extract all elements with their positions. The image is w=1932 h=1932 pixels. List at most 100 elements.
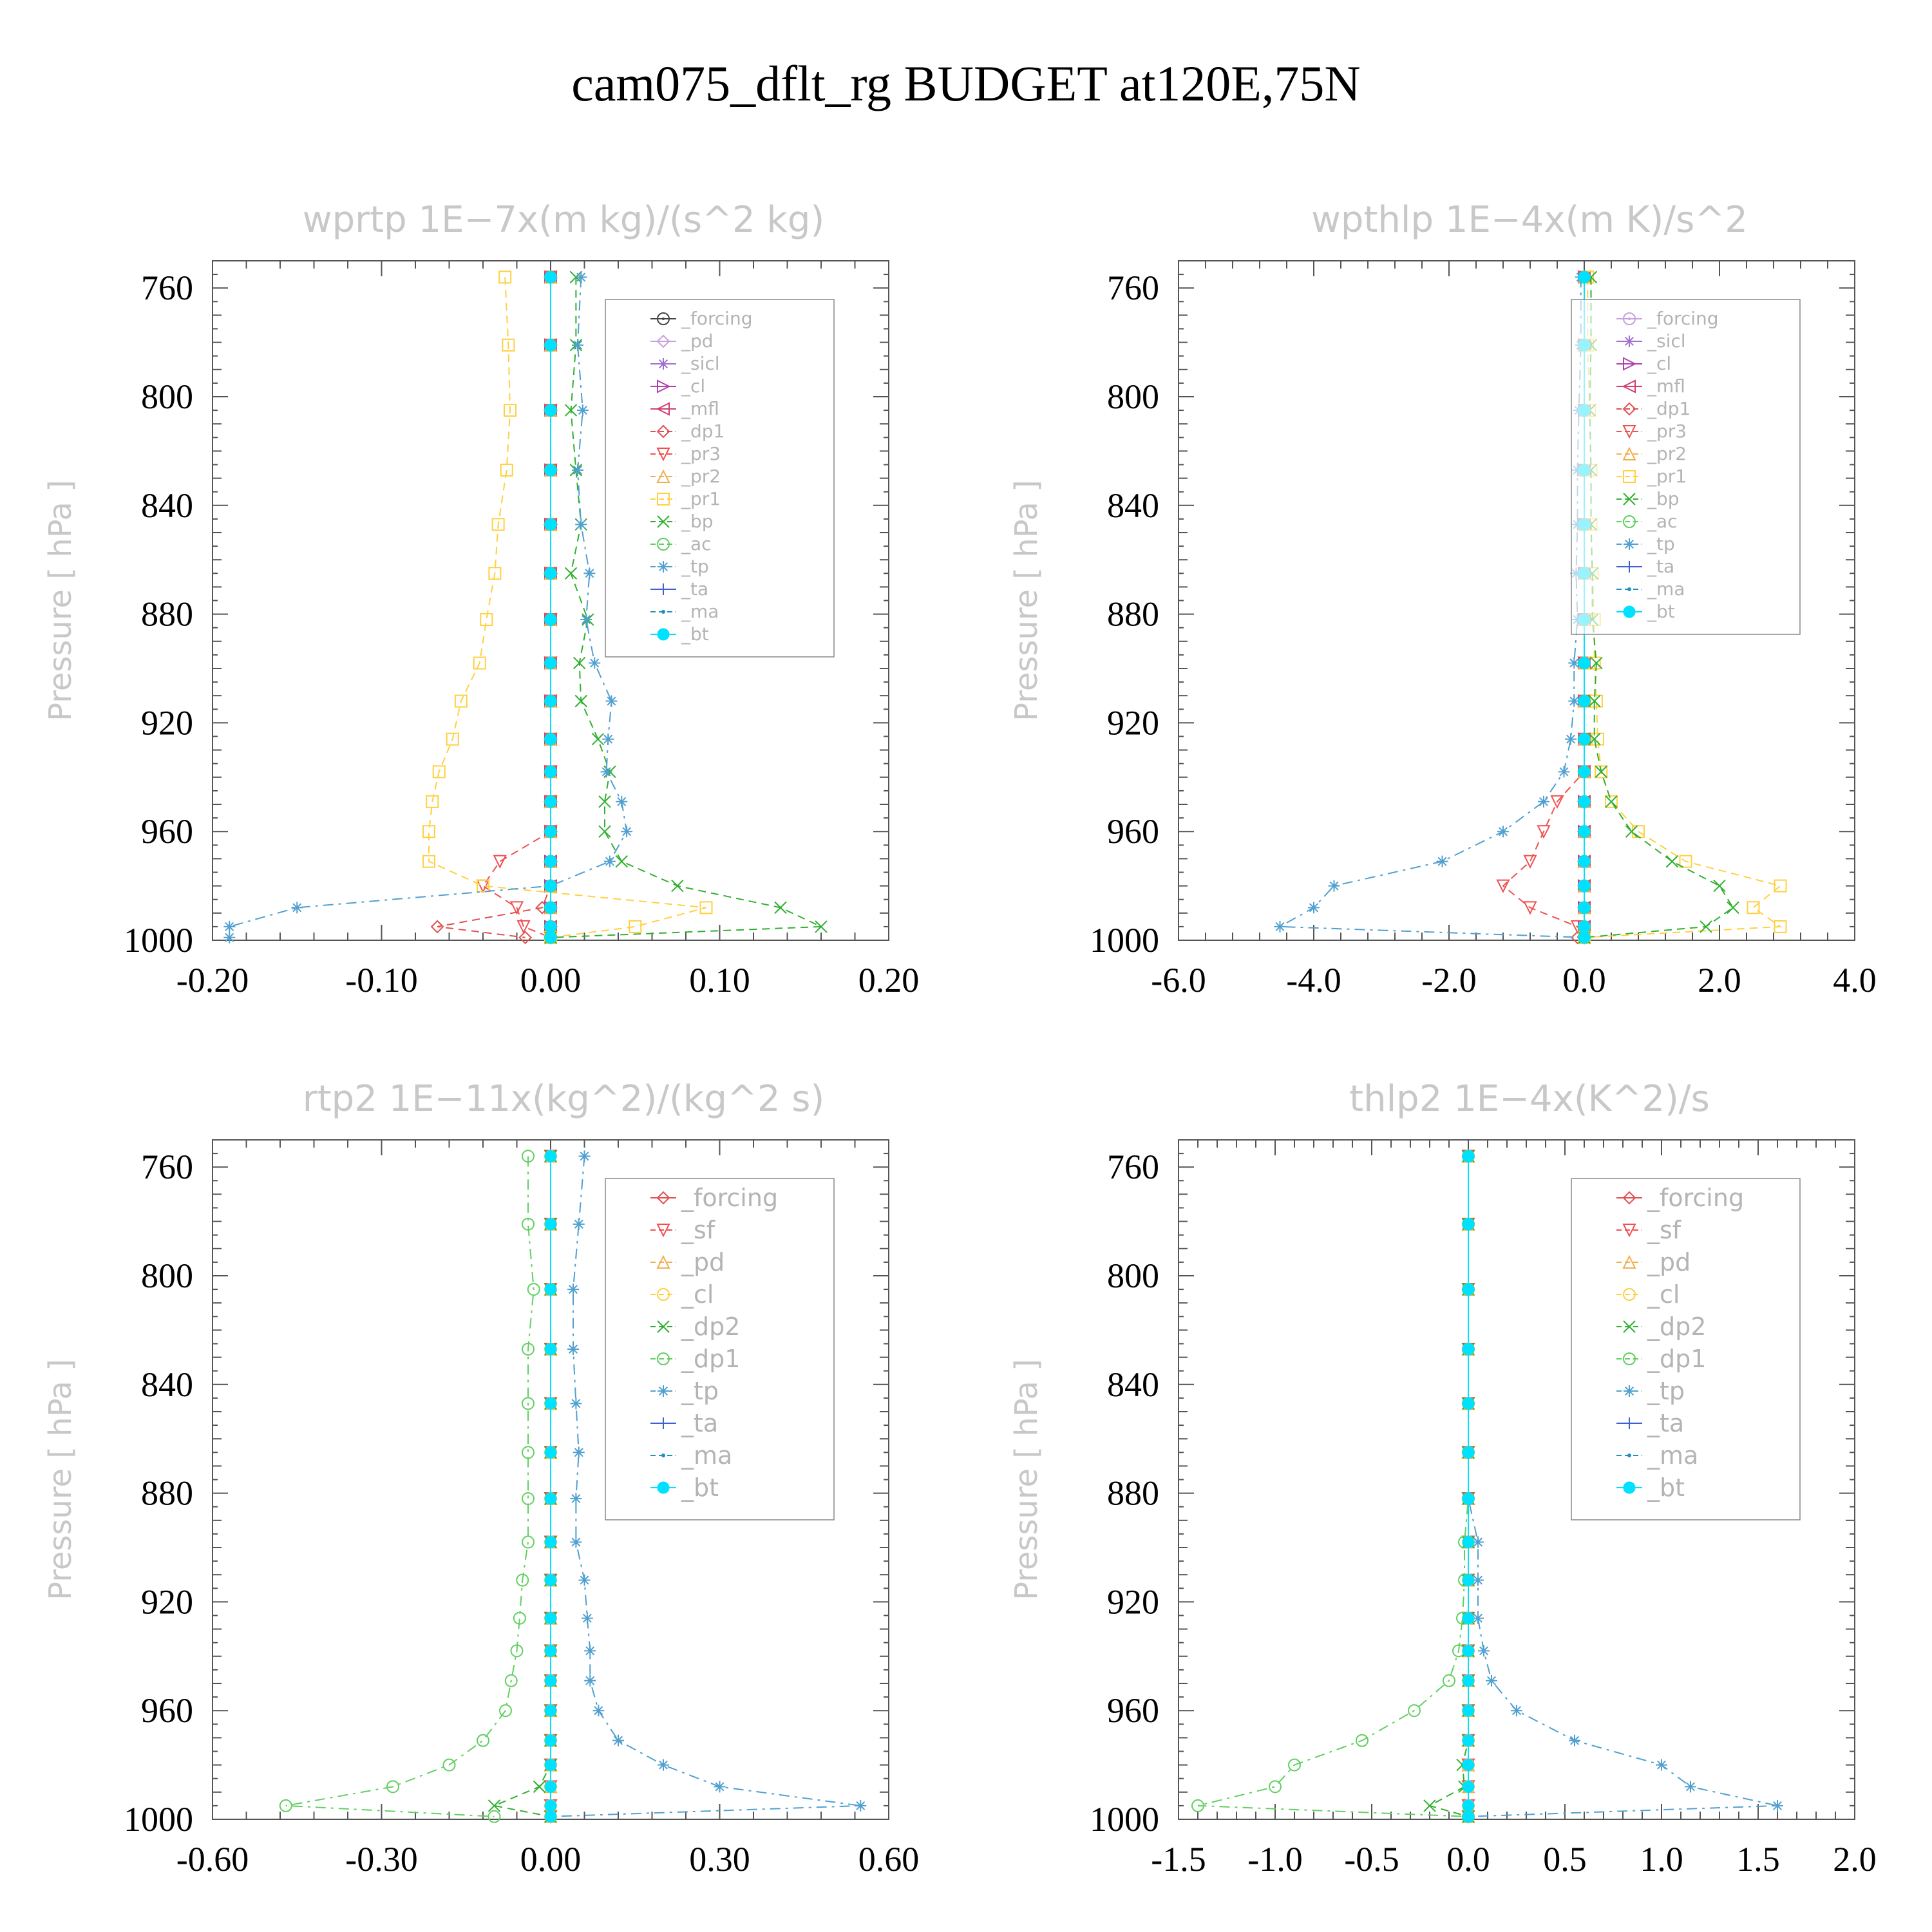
- legend-marker: [656, 1255, 670, 1269]
- data-point: [603, 855, 616, 867]
- legend-marker: [657, 538, 670, 551]
- y-tick-label: 960: [141, 812, 193, 851]
- data-point: [1578, 795, 1591, 808]
- legend-marker: [1623, 1288, 1636, 1301]
- y-tick-label: 840: [1107, 1365, 1159, 1404]
- data-point: [1632, 825, 1645, 838]
- data-point: [570, 1493, 582, 1505]
- legend-marker: [661, 1454, 665, 1457]
- legend-marker: [1623, 312, 1636, 325]
- data-point: [1423, 1799, 1436, 1812]
- y-tick-label: 960: [1107, 1691, 1159, 1730]
- x-tick-label: 0.60: [858, 1840, 920, 1879]
- data-point: [570, 1397, 582, 1410]
- data-point: [589, 657, 601, 669]
- data-point: [544, 339, 557, 352]
- data-point: [1436, 855, 1448, 867]
- data-point: [1578, 695, 1591, 708]
- legend-entry: _pr3: [681, 443, 721, 464]
- series-line: [492, 1156, 551, 1817]
- legend-entry: _forcing: [681, 1184, 778, 1212]
- legend-marker: [1622, 446, 1636, 460]
- panel-wpthlp: wpthlp 1E−4x(m K)/s^2 Pressure [ hPa ] 760…: [1009, 199, 1877, 999]
- legend-entry: _dp1: [681, 1345, 740, 1373]
- data-point: [1727, 901, 1739, 914]
- data-point: [516, 920, 531, 934]
- data-point: [498, 270, 512, 284]
- data-point: [602, 733, 614, 745]
- data-point: [578, 1150, 591, 1162]
- data-point: [605, 695, 618, 707]
- legend-entry: _bt: [1647, 1473, 1685, 1502]
- legend-marker: [1622, 402, 1636, 416]
- y-tick-label: 800: [1107, 377, 1159, 416]
- legend-marker: [1623, 1481, 1636, 1494]
- data-point: [544, 1218, 557, 1231]
- panel-title: rtp2 1E−11x(kg^2)/(kg^2 s): [303, 1078, 825, 1120]
- data-point: [1578, 931, 1591, 944]
- data-point: [612, 1734, 624, 1747]
- legend-marker: [1622, 379, 1636, 393]
- series-line: [428, 277, 706, 938]
- data-point: [544, 920, 557, 933]
- legend-marker: [1624, 561, 1635, 573]
- data-point: [1274, 920, 1286, 933]
- series-line: [550, 1156, 861, 1817]
- x-tick-label: -2.0: [1421, 961, 1476, 999]
- data-point: [544, 795, 557, 808]
- legend-entry: _pr2: [1647, 443, 1687, 464]
- series-line: [482, 277, 551, 938]
- data-point: [714, 1781, 726, 1793]
- legend-marker: [656, 1224, 670, 1238]
- data-point: [544, 1759, 557, 1772]
- data-point: [1605, 795, 1618, 808]
- y-tick-label: 760: [1107, 1148, 1159, 1186]
- legend-marker: [657, 493, 670, 506]
- data-point: [291, 902, 303, 914]
- data-point: [1462, 1799, 1475, 1812]
- legend-marker: [657, 312, 670, 325]
- y-tick-label: 1000: [1090, 921, 1159, 960]
- legend-marker: [658, 1417, 669, 1429]
- data-point: [491, 518, 505, 531]
- legend-marker: [656, 402, 670, 416]
- y-tick-label: 1000: [1090, 1800, 1159, 1839]
- data-point: [544, 464, 557, 477]
- legend-entry: _cl: [1647, 353, 1671, 374]
- data-point: [446, 732, 459, 746]
- data-point: [1269, 1780, 1282, 1794]
- legend-marker: [661, 610, 665, 614]
- data-point: [522, 1492, 535, 1506]
- legend-marker: [1623, 470, 1636, 483]
- data-point: [671, 879, 684, 893]
- legend-marker: [656, 1191, 670, 1205]
- legend-entry: _forcing: [1647, 308, 1719, 329]
- y-tick-label: 880: [1107, 595, 1159, 634]
- data-point: [621, 826, 633, 838]
- data-point: [544, 270, 557, 283]
- data-point: [1462, 1397, 1475, 1410]
- data-point: [1588, 694, 1601, 708]
- data-point: [1462, 1780, 1475, 1793]
- legend-entry: _cl: [681, 1280, 714, 1309]
- data-point: [1578, 825, 1591, 838]
- series-line: [1277, 277, 1585, 938]
- data-point: [544, 901, 557, 914]
- data-point: [591, 733, 605, 746]
- data-point: [544, 518, 557, 531]
- data-point: [544, 1612, 557, 1625]
- y-tick-label: 960: [141, 1691, 193, 1730]
- data-point: [1462, 1446, 1475, 1459]
- x-tick-label: 4.0: [1833, 961, 1877, 999]
- legend-entry: _dp2: [681, 1312, 740, 1341]
- legend-entry: _dp1: [1647, 398, 1690, 419]
- data-point: [544, 404, 557, 417]
- data-point: [1568, 695, 1580, 707]
- legend-entry: _mfl: [1647, 375, 1685, 397]
- data-point: [1356, 1734, 1368, 1747]
- x-tick-label: 0.00: [520, 961, 582, 999]
- y-tick-label: 1000: [124, 921, 193, 960]
- legend-entry: _dp2: [1647, 1312, 1706, 1341]
- data-point: [1774, 879, 1787, 893]
- legend-marker: [1624, 538, 1635, 550]
